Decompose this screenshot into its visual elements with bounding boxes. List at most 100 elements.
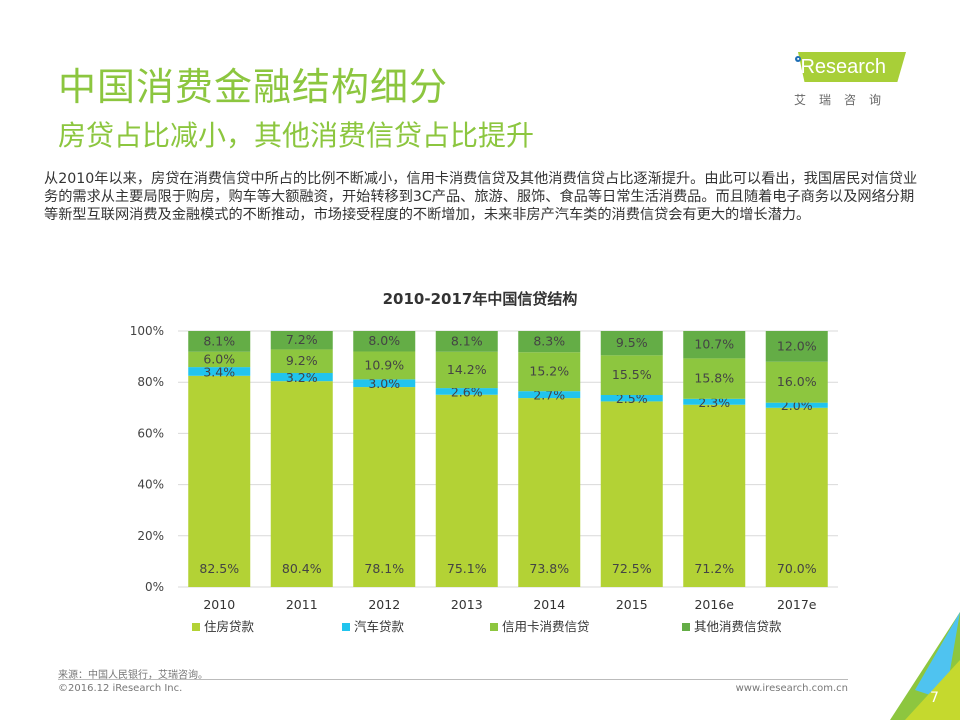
data-label: 9.5% xyxy=(616,335,648,350)
data-label: 15.2% xyxy=(529,364,569,379)
data-label: 10.7% xyxy=(694,337,734,352)
logo-cn: 艾瑞咨询 xyxy=(794,93,895,107)
x-tick-label: 2012 xyxy=(368,597,400,612)
page-title: 中国消费金融结构细分 xyxy=(58,65,449,109)
data-label: 75.1% xyxy=(447,561,487,576)
legend-swatch xyxy=(192,623,200,631)
data-label: 8.0% xyxy=(368,333,400,348)
x-tick-label: 2015 xyxy=(616,597,648,612)
bar-segment xyxy=(765,331,828,362)
data-label: 8.1% xyxy=(451,333,483,348)
bar-segment xyxy=(435,331,498,352)
data-label: 80.4% xyxy=(282,561,322,576)
data-label: 15.8% xyxy=(694,371,734,386)
x-tick-label: 2017e xyxy=(777,597,817,612)
legend-label: 汽车贷款 xyxy=(354,619,405,634)
page-number: 7 xyxy=(930,690,939,706)
logo-text: iResearch xyxy=(796,56,887,78)
x-tick-label: 2014 xyxy=(533,597,565,612)
data-label: 72.5% xyxy=(612,561,652,576)
bar-segment xyxy=(765,407,828,587)
y-tick-label: 0% xyxy=(145,580,164,594)
bar-segment xyxy=(435,394,498,587)
bar-segment xyxy=(683,331,746,359)
bar-segment xyxy=(435,388,498,395)
data-label: 3.4% xyxy=(203,364,235,379)
data-label: 8.1% xyxy=(203,333,235,348)
data-label: 9.2% xyxy=(286,353,318,368)
data-label: 78.1% xyxy=(364,561,404,576)
y-tick-label: 60% xyxy=(137,426,164,440)
data-label: 6.0% xyxy=(203,351,235,366)
legend-swatch xyxy=(682,623,690,631)
bar-segment xyxy=(518,398,581,587)
bar-segment xyxy=(765,361,828,403)
data-label: 14.2% xyxy=(447,362,487,377)
x-tick-label: 2016e xyxy=(694,597,734,612)
data-label: 15.5% xyxy=(612,367,652,382)
bar-segment xyxy=(683,404,746,587)
bar-segment xyxy=(188,351,251,368)
bar-segment xyxy=(518,352,581,392)
bar-segment xyxy=(188,367,251,376)
data-label: 3.0% xyxy=(368,376,400,391)
data-label: 12.0% xyxy=(777,338,817,353)
bar-segment xyxy=(765,402,828,408)
legend-label: 其他消费信贷款 xyxy=(694,619,782,634)
bar-segment xyxy=(353,387,416,587)
website-url: www.iresearch.com.cn xyxy=(735,683,848,694)
legend-item: 信用卡消费信贷 xyxy=(490,616,590,635)
bar-segment xyxy=(188,331,251,352)
legend-item: 住房贷款 xyxy=(192,616,254,635)
footer-divider xyxy=(58,679,848,680)
bar-segment xyxy=(600,355,663,395)
iresearch-logo: iResearch 艾瑞咨询 xyxy=(790,48,910,108)
bar-segment xyxy=(683,358,746,399)
bar-segment xyxy=(600,395,663,402)
y-tick-label: 40% xyxy=(137,478,164,492)
data-label: 7.2% xyxy=(286,332,318,347)
data-label: 10.9% xyxy=(364,357,404,372)
bar-segment xyxy=(518,331,581,353)
chart-title: 2010-2017年中国信贷结构 xyxy=(382,290,578,308)
bar-segment xyxy=(600,401,663,587)
legend-swatch xyxy=(490,623,498,631)
bar-segment xyxy=(435,351,498,389)
data-label: 16.0% xyxy=(777,374,817,389)
x-tick-label: 2010 xyxy=(203,597,235,612)
copyright: ©2016.12 iResearch Inc. xyxy=(58,683,183,694)
bar-segment xyxy=(600,331,663,356)
bar-segment xyxy=(683,398,746,405)
data-label: 2.7% xyxy=(533,388,565,403)
data-label: 71.2% xyxy=(694,561,734,576)
page-subtitle: 房贷占比减小，其他消费信贷占比提升 xyxy=(58,119,535,152)
y-tick-label: 80% xyxy=(137,375,164,389)
legend-swatch xyxy=(342,623,350,631)
bar-segment xyxy=(270,331,333,350)
x-tick-label: 2011 xyxy=(286,597,318,612)
data-label: 70.0% xyxy=(777,561,817,576)
bar-segment xyxy=(270,381,333,587)
data-label: 3.2% xyxy=(286,370,318,385)
data-label: 8.3% xyxy=(533,334,565,349)
bar-segment xyxy=(270,349,333,373)
legend-label: 住房贷款 xyxy=(204,619,255,634)
bar-segment xyxy=(188,375,251,587)
legend-label: 信用卡消费信贷 xyxy=(502,619,590,634)
data-label: 82.5% xyxy=(199,561,239,576)
y-tick-label: 100% xyxy=(130,324,164,338)
source-note: 来源：中国人民银行，艾瑞咨询。 xyxy=(58,670,208,681)
legend-item: 汽车贷款 xyxy=(342,616,404,635)
body-paragraph: 从2010年以来，房贷在消费信贷中所占的比例不断减小，信用卡消费信贷及其他消费信… xyxy=(44,171,918,223)
legend-item: 其他消费信贷款 xyxy=(682,616,782,635)
bar-segment xyxy=(353,379,416,388)
bar-segment xyxy=(270,372,333,382)
y-tick-label: 20% xyxy=(137,529,164,543)
bar-segment xyxy=(353,351,416,380)
bar-segment xyxy=(353,331,416,352)
x-tick-label: 2013 xyxy=(451,597,483,612)
bar-segment xyxy=(518,391,581,399)
data-label: 2.6% xyxy=(451,384,483,399)
data-label: 73.8% xyxy=(529,561,569,576)
